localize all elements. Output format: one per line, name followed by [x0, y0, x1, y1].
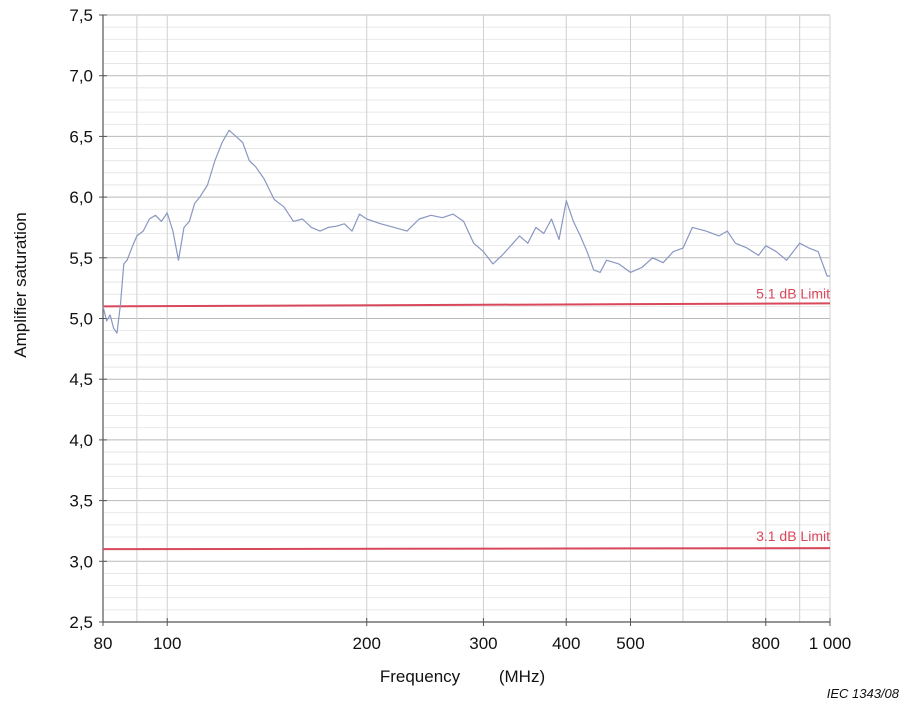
source-label: IEC 1343/08: [826, 686, 899, 701]
x-axis-label: Frequency: [380, 667, 461, 686]
y-tick-label: 3,0: [69, 552, 93, 571]
y-tick-label: 5,0: [69, 310, 93, 329]
y-tick-label: 3,5: [69, 492, 93, 511]
y-tick-label: 2,5: [69, 613, 93, 632]
limit-label: 5.1 dB Limit: [756, 285, 830, 301]
limit-label: 3.1 dB Limit: [756, 528, 830, 544]
x-tick-label: 300: [469, 634, 497, 653]
y-tick-label: 6,5: [69, 127, 93, 146]
limit-lines: 5.1 dB Limit 3.1 dB Limit: [102, 285, 831, 551]
x-tick-label: 100: [153, 634, 181, 653]
plot-frame: [99, 14, 831, 626]
y-tick-label: 7,0: [69, 67, 93, 86]
y-tick-label: 7,5: [69, 6, 93, 25]
y-tick-label: 6,0: [69, 188, 93, 207]
x-tick-label: 80: [94, 634, 113, 653]
grid: [102, 14, 831, 623]
y-tick-label: 5,5: [69, 249, 93, 268]
x-tick-label: 800: [752, 634, 780, 653]
x-tick-label: 500: [616, 634, 644, 653]
limit-line: [102, 547, 831, 551]
y-tick-label: 4,5: [69, 370, 93, 389]
series-line: [102, 129, 830, 334]
y-tick-labels: 2,5 3,0 3,5 4,0 4,5 5,0 5,5 6,0 6,5 7,0 7,5: [69, 6, 93, 632]
x-axis-unit: (MHz): [499, 667, 545, 686]
y-axis-label: Amplifier saturation: [11, 212, 30, 358]
series: [102, 129, 830, 334]
x-tick-label: 400: [552, 634, 580, 653]
x-tick-label: 200: [353, 634, 381, 653]
y-tick-label: 4,0: [69, 431, 93, 450]
x-tick-label: 1 000: [809, 634, 852, 653]
x-tick-labels: 80 100 200 300 400 500 800 1 000: [94, 634, 852, 653]
limit-line: [102, 302, 831, 308]
